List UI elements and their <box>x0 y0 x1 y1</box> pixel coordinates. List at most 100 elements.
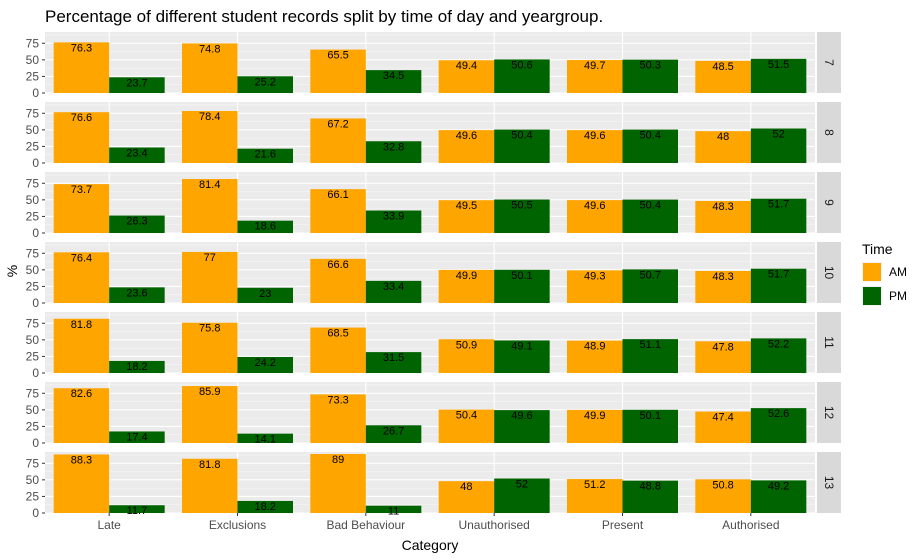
bar-am <box>182 179 238 233</box>
facet-strip-label: 7 <box>822 59 836 66</box>
facet-strip-label: 12 <box>822 406 836 420</box>
bar-pm <box>237 76 293 93</box>
bar-label-pm: 52.6 <box>768 408 789 420</box>
bar-am <box>438 409 495 443</box>
bar-am <box>53 388 110 443</box>
bar-am <box>182 386 238 443</box>
facet-strip-label: 9 <box>822 199 836 206</box>
facet-strip <box>817 32 841 93</box>
bar-pm <box>750 128 807 163</box>
bar-label-am: 49.6 <box>456 130 477 142</box>
bar-pm <box>365 210 422 233</box>
bar-label-am: 48 <box>460 481 472 493</box>
y-tick-label: 50 <box>26 123 40 137</box>
bar-label-pm: 50.1 <box>640 410 661 422</box>
bar-label-am: 78.4 <box>199 111 220 123</box>
bar-label-am: 68.5 <box>327 328 348 340</box>
bar-am <box>53 454 110 513</box>
bar-pm <box>365 280 422 303</box>
bar-pm <box>365 505 422 513</box>
bar-am <box>310 258 366 303</box>
bar-label-pm: 18.2 <box>126 361 147 373</box>
bar-am <box>695 479 751 513</box>
bar-am <box>53 112 110 163</box>
bar-pm <box>494 340 550 373</box>
facet-panel-9: 0 25 50 75 73.7 26.3 81.4 18.6 66.1 33.9 49.5 50.5 4… <box>26 172 841 240</box>
bar-am <box>695 200 751 233</box>
facet-strip <box>817 382 841 443</box>
y-tick-label: 0 <box>32 436 39 450</box>
bar-label-pm: 26.3 <box>126 216 147 228</box>
bar-label-pm: 34.5 <box>383 70 404 82</box>
bar-pm <box>750 480 807 513</box>
bar-pm <box>365 425 422 443</box>
bar-label-am: 48.3 <box>712 271 733 283</box>
facet-panel-12: 0 25 50 75 82.6 17.4 85.9 14.1 73.3 26.7 50.4 49.6 4… <box>26 382 841 450</box>
legend-label-am: AM <box>889 265 907 279</box>
y-tick-label: 75 <box>26 106 40 120</box>
bar-pm <box>237 356 293 373</box>
bar-label-pm: 11 <box>388 506 399 518</box>
bar-pm <box>109 360 165 373</box>
bar-label-pm: 32.8 <box>383 141 404 153</box>
facet-panel-11: 0 25 50 75 81.8 18.2 75.8 24.2 68.5 31.5 50.9 49.1 4… <box>26 312 841 380</box>
bar-label-pm: 14.1 <box>255 434 276 446</box>
bar-am <box>310 327 366 373</box>
bar-label-pm: 23.4 <box>126 147 147 159</box>
bar-label-pm: 50.7 <box>640 269 661 281</box>
bar-label-am: 49.6 <box>584 200 605 212</box>
bar-pm <box>494 478 550 513</box>
bar-label-am: 75.8 <box>199 323 220 335</box>
y-tick-label: 75 <box>26 456 40 470</box>
x-tick-label: Bad Behaviour <box>326 518 405 532</box>
bar-pm <box>494 199 550 233</box>
bar-label-am: 66.1 <box>327 189 348 201</box>
facet-panels: 0 25 50 75 76.3 23.7 74.8 25.2 65.5 34.5 49.4 50.6 4… <box>26 32 841 520</box>
bar-label-pm: 18.2 <box>255 501 276 513</box>
bar-label-am: 49.9 <box>456 270 477 282</box>
facet-panel-7: 0 25 50 75 76.3 23.7 74.8 25.2 65.5 34.5 49.4 50.6 4… <box>26 32 841 100</box>
bar-label-am: 49.4 <box>456 60 477 72</box>
bar-pm <box>237 220 293 233</box>
bar-am <box>567 130 623 163</box>
bar-pm <box>750 198 807 233</box>
y-tick-label: 50 <box>26 333 40 347</box>
bar-am <box>310 49 366 93</box>
bar-am <box>310 453 366 513</box>
bar-label-am: 50.9 <box>456 339 477 351</box>
bar-pm <box>622 409 678 443</box>
bar-label-pm: 51.5 <box>768 59 789 71</box>
legend: Time AM PM <box>862 241 907 306</box>
y-tick-label: 25 <box>26 139 40 153</box>
panel-background <box>45 172 815 233</box>
bar-label-pm: 23 <box>259 288 271 300</box>
y-tick-label: 0 <box>32 506 39 520</box>
bar-pm <box>237 433 293 443</box>
bar-pm <box>750 338 807 373</box>
bar-pm <box>109 431 165 443</box>
bar-label-am: 48.9 <box>584 341 605 353</box>
y-tick-label: 25 <box>26 209 40 223</box>
x-tick-label: Authorised <box>722 518 779 532</box>
bar-pm <box>365 70 422 93</box>
bar-am <box>310 118 366 163</box>
bar-label-pm: 51.7 <box>768 199 789 211</box>
bar-pm <box>109 215 165 233</box>
bar-label-pm: 50.4 <box>511 130 532 142</box>
bar-am <box>567 340 623 373</box>
bar-am <box>182 458 238 513</box>
y-tick-label: 75 <box>26 246 40 260</box>
bar-label-am: 49.9 <box>584 410 605 422</box>
bar-label-pm: 31.5 <box>383 352 404 364</box>
bar-label-pm: 50.6 <box>511 59 532 71</box>
y-tick-label: 0 <box>32 156 39 170</box>
x-tick-label: Exclusions <box>209 518 266 532</box>
bar-am <box>53 184 110 233</box>
bar-label-am: 49.5 <box>456 200 477 212</box>
y-tick-label: 50 <box>26 473 40 487</box>
y-tick-label: 0 <box>32 366 39 380</box>
bar-label-am: 88.3 <box>71 454 92 466</box>
bar-pm <box>237 287 293 303</box>
facet-strip <box>817 242 841 303</box>
